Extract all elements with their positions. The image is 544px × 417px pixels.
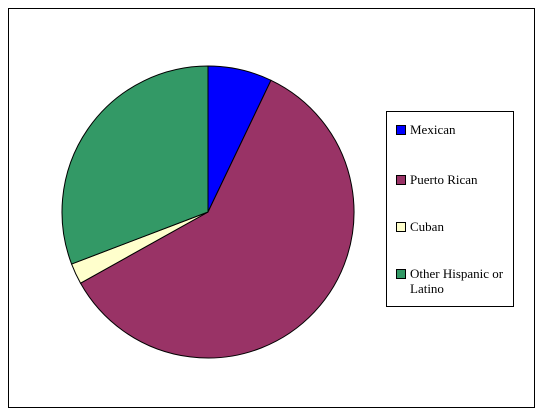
legend-label-puerto-rican: Puerto Rican	[410, 172, 478, 187]
legend-label-cuban: Cuban	[410, 219, 444, 234]
legend-swatch-cuban	[396, 222, 406, 232]
pie-slice-puerto-rican	[79, 79, 355, 359]
legend-label-mexican: Mexican	[410, 122, 456, 137]
legend: Mexican Puerto Rican Cuban Other Hispani…	[386, 111, 514, 307]
legend-item-other-hispanic-or-latino: Other Hispanic or Latino	[396, 266, 509, 296]
legend-label-other-hispanic-or-latino: Other Hispanic or Latino	[410, 266, 504, 296]
legend-item-mexican: Mexican	[396, 122, 509, 137]
legend-swatch-puerto-rican	[396, 175, 406, 185]
pie-slices	[61, 65, 355, 359]
legend-item-cuban: Cuban	[396, 219, 509, 234]
legend-swatch-other-hispanic-or-latino	[396, 269, 406, 279]
pie-slice-other-hispanic-or-latino	[61, 65, 209, 265]
legend-item-puerto-rican: Puerto Rican	[396, 172, 509, 187]
legend-swatch-mexican	[396, 125, 406, 135]
